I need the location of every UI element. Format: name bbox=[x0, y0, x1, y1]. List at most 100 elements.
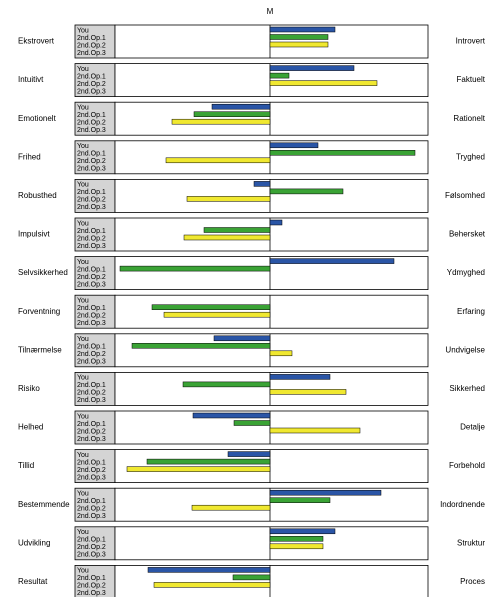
left-label: Selvsikkerhed bbox=[18, 268, 68, 277]
bar bbox=[232, 574, 271, 581]
row-label-box bbox=[74, 140, 116, 175]
bar bbox=[269, 258, 395, 264]
right-label: Rationelt bbox=[453, 114, 485, 123]
left-label: Robusthed bbox=[18, 191, 57, 200]
row-label: You bbox=[77, 143, 89, 150]
row-label: 2nd.Op.2 bbox=[77, 390, 106, 397]
row-label-box bbox=[74, 256, 116, 291]
row-label-box bbox=[74, 333, 116, 368]
row-label: 2nd.Op.2 bbox=[77, 428, 106, 435]
row-label: 2nd.Op.3 bbox=[77, 50, 106, 57]
left-label: Tillid bbox=[18, 461, 34, 470]
bar bbox=[193, 111, 271, 117]
row-label: You bbox=[77, 259, 89, 266]
row-label: 2nd.Op.2 bbox=[77, 467, 106, 474]
row-label: 2nd.Op.3 bbox=[77, 281, 106, 288]
row-label: 2nd.Op.2 bbox=[77, 197, 106, 204]
right-label: Tryghed bbox=[456, 152, 485, 161]
bar bbox=[171, 118, 271, 125]
row-label: 2nd.Op.3 bbox=[77, 552, 106, 559]
bar bbox=[227, 451, 271, 457]
bar bbox=[269, 427, 361, 434]
left-label: Forventning bbox=[18, 307, 60, 316]
row-label: 2nd.Op.3 bbox=[77, 436, 106, 443]
row-label-box bbox=[74, 63, 116, 97]
left-label: Intuitivt bbox=[18, 75, 44, 84]
row-label-box bbox=[74, 294, 116, 329]
right-label: Følsomhed bbox=[445, 191, 485, 200]
bar bbox=[163, 311, 271, 318]
bar bbox=[147, 567, 271, 573]
right-label: Indordnende bbox=[440, 500, 485, 509]
left-label: Tilnærmelse bbox=[18, 345, 62, 354]
left-label: Risiko bbox=[18, 384, 40, 393]
row-label: 2nd.Op.1 bbox=[77, 73, 106, 80]
row-label: 2nd.Op.1 bbox=[77, 112, 106, 119]
row-label: 2nd.Op.3 bbox=[77, 243, 106, 250]
row-label: You bbox=[77, 529, 89, 536]
bar bbox=[269, 188, 344, 195]
row-label: 2nd.Op.2 bbox=[77, 81, 106, 88]
row-label: 2nd.Op.3 bbox=[77, 320, 106, 327]
row-label: 2nd.Op.2 bbox=[77, 351, 106, 358]
row-label-box bbox=[74, 410, 116, 445]
right-label: Introvert bbox=[456, 37, 486, 46]
right-label: Forbehold bbox=[449, 461, 485, 470]
row-label: You bbox=[77, 452, 89, 459]
row-label: 2nd.Op.3 bbox=[77, 590, 106, 597]
bar bbox=[269, 536, 324, 542]
right-label: Proces bbox=[460, 577, 485, 586]
row-label: 2nd.Op.2 bbox=[77, 158, 106, 165]
right-label: Undvigelse bbox=[445, 345, 485, 354]
bar bbox=[269, 72, 290, 79]
panel bbox=[114, 101, 429, 136]
bar bbox=[191, 504, 271, 511]
chart-title: M bbox=[267, 7, 274, 16]
row-label: 2nd.Op.2 bbox=[77, 506, 106, 513]
row-label-box bbox=[74, 565, 116, 599]
row-label: 2nd.Op.1 bbox=[77, 305, 106, 312]
panel bbox=[114, 294, 429, 329]
bar bbox=[192, 412, 271, 419]
right-label: Behersket bbox=[449, 230, 486, 239]
bar bbox=[233, 420, 271, 426]
right-label: Ydmyghed bbox=[447, 268, 485, 277]
row-label: 2nd.Op.2 bbox=[77, 583, 106, 590]
row-label: 2nd.Op.2 bbox=[77, 235, 106, 242]
left-label: Udvikling bbox=[18, 538, 50, 547]
row-label: You bbox=[77, 105, 89, 112]
left-label: Frihed bbox=[18, 152, 41, 161]
bar bbox=[186, 196, 271, 202]
row-label: 2nd.Op.3 bbox=[77, 359, 106, 366]
bar bbox=[269, 150, 416, 156]
row-label: 2nd.Op.2 bbox=[77, 120, 106, 127]
row-label: 2nd.Op.1 bbox=[77, 575, 106, 582]
row-label: 2nd.Op.1 bbox=[77, 35, 106, 42]
right-label: Struktur bbox=[457, 538, 485, 547]
row-label: 2nd.Op.1 bbox=[77, 382, 106, 389]
bar bbox=[269, 142, 319, 149]
row-label-box bbox=[74, 371, 116, 406]
right-label: Erfaring bbox=[457, 307, 485, 316]
bar bbox=[131, 343, 271, 349]
row-label: You bbox=[77, 182, 89, 189]
panel bbox=[114, 449, 429, 484]
left-label: Resultat bbox=[18, 577, 48, 586]
bar bbox=[126, 466, 271, 472]
left-label: Ekstrovert bbox=[18, 37, 55, 46]
bar bbox=[269, 41, 329, 48]
row-label: You bbox=[77, 336, 89, 343]
bar bbox=[269, 528, 336, 535]
row-label: 2nd.Op.3 bbox=[77, 513, 106, 520]
row-label: 2nd.Op.2 bbox=[77, 274, 106, 281]
row-label: 2nd.Op.1 bbox=[77, 151, 106, 158]
row-label: 2nd.Op.1 bbox=[77, 459, 106, 466]
row-label: You bbox=[77, 375, 89, 382]
row-label: 2nd.Op.1 bbox=[77, 537, 106, 544]
row-label: 2nd.Op.3 bbox=[77, 204, 106, 211]
row-label: 2nd.Op.1 bbox=[77, 189, 106, 196]
row-label: 2nd.Op.3 bbox=[77, 474, 106, 481]
row-label-box bbox=[74, 449, 116, 484]
row-label: 2nd.Op.1 bbox=[77, 344, 106, 351]
row-label: 2nd.Op.3 bbox=[77, 166, 106, 173]
